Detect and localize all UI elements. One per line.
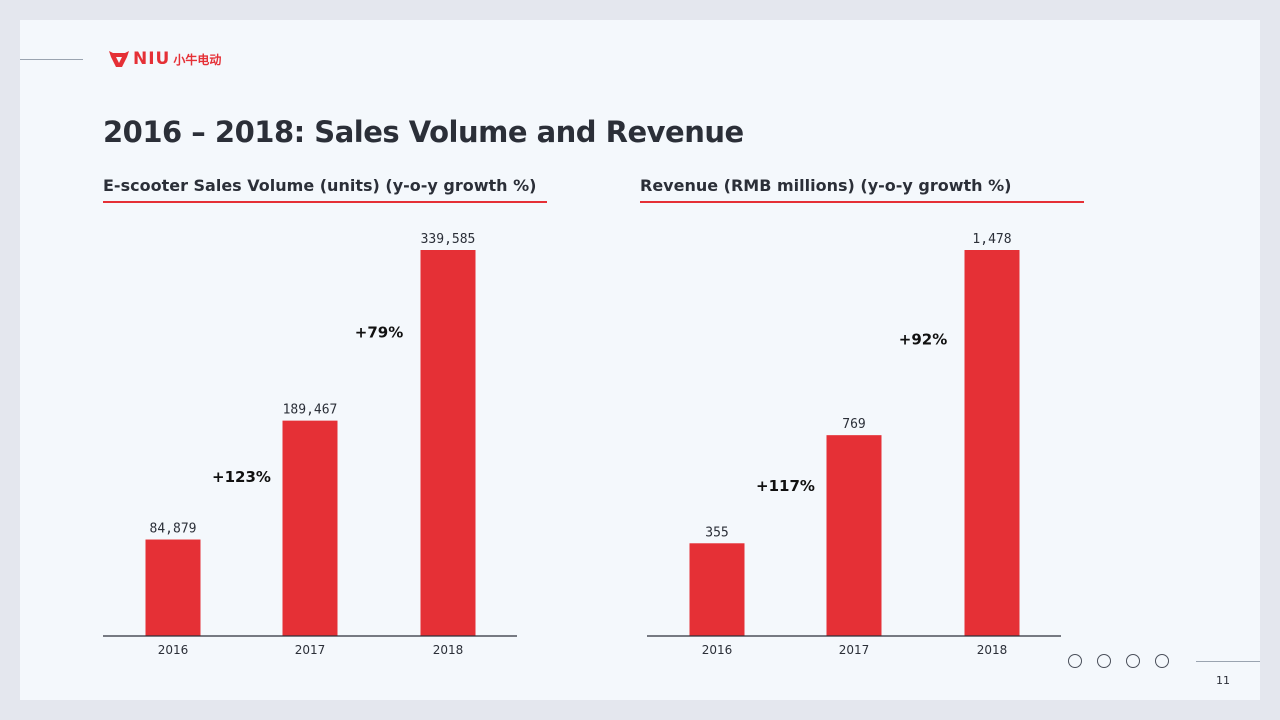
revenue-chart-title: Revenue (RMB millions) (y-o-y growth %) [640,176,1084,203]
revenue-chart: 355 2016 769 2017 1,478 2018 +117% +92% [647,232,1061,657]
page-number: 11 [1216,674,1230,687]
bar-2018 [420,250,476,636]
growth-label: +92% [899,331,947,349]
value-label: 339,585 [421,232,476,247]
bar-2018 [964,250,1020,636]
x-tick-label: 2017 [295,643,326,657]
niu-logo: NIU 小牛电动 [108,49,221,69]
sales-chart-title: E-scooter Sales Volume (units) (y-o-y gr… [103,176,547,203]
nav-dot-4[interactable] [1155,654,1169,668]
growth-label: +79% [355,323,403,341]
value-label: 355 [705,525,728,540]
value-label: 189,467 [283,403,338,418]
bull-head-icon [109,51,129,67]
slide-nav [1068,654,1169,668]
logo-chinese-text: 小牛电动 [173,52,222,67]
logo-text: NIU [133,49,171,69]
footer-divider [1196,661,1260,662]
bar-2016 [145,539,201,636]
page-title: 2016 – 2018: Sales Volume and Revenue [103,115,744,149]
growth-label: +123% [212,468,271,486]
value-label: 769 [842,417,865,432]
x-tick-label: 2018 [977,643,1008,657]
value-label: 84,879 [150,522,197,537]
nav-dot-2[interactable] [1097,654,1111,668]
growth-label: +117% [756,477,815,495]
header-divider [20,59,83,60]
nav-dot-1[interactable] [1068,654,1082,668]
slide: NIU 小牛电动 2016 – 2018: Sales Volume and R… [20,20,1260,700]
bar-2017 [826,435,882,636]
x-tick-label: 2016 [702,643,733,657]
bar-2017 [282,420,338,636]
sales-volume-chart: 84,879 2016 189,467 2017 339,585 2018 +123% +79… [103,232,517,657]
x-tick-label: 2016 [158,643,189,657]
x-tick-label: 2018 [433,643,464,657]
value-label: 1,478 [972,232,1011,247]
nav-dot-3[interactable] [1126,654,1140,668]
bar-2016 [689,543,745,636]
x-tick-label: 2017 [839,643,870,657]
